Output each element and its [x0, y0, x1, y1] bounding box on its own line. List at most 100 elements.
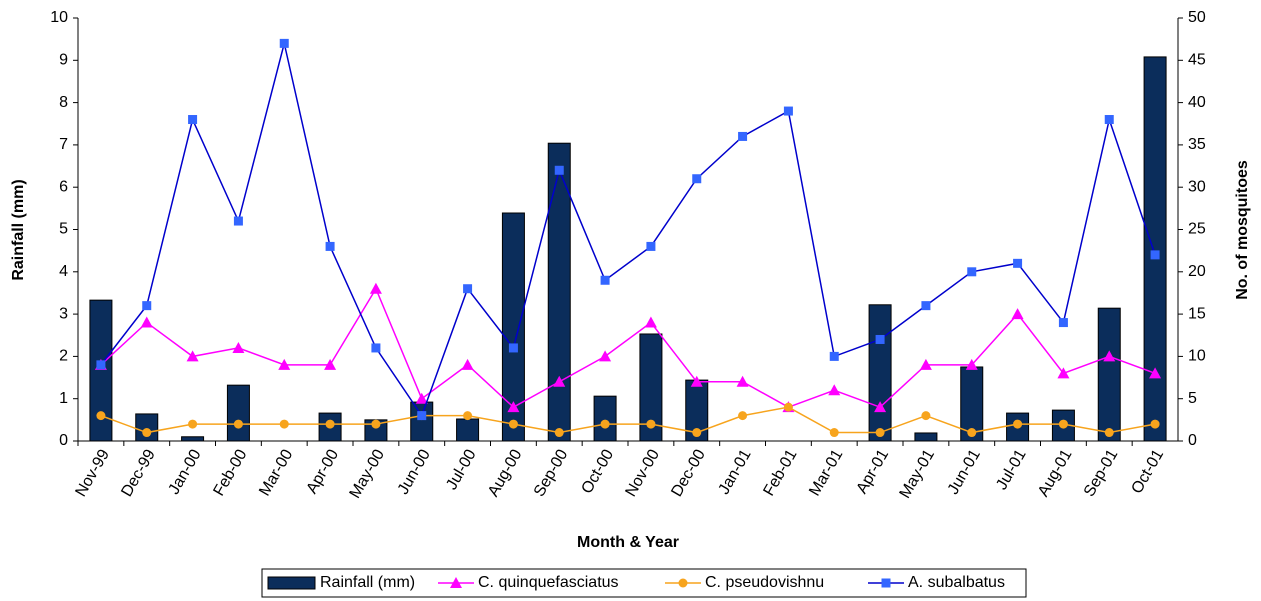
marker: [325, 241, 335, 251]
marker: [1150, 250, 1160, 260]
line: [100, 406, 1156, 434]
y-tick-label: 5: [59, 221, 68, 238]
legend-label: Rainfall (mm): [320, 574, 415, 591]
marker: [646, 241, 656, 251]
marker: [417, 411, 427, 421]
legend-label: C. pseudovishnu: [705, 574, 824, 591]
y-tick-label: 6: [59, 178, 68, 195]
y-tick-label: 4: [59, 263, 68, 280]
x-tick-label: Nov-99: [73, 447, 114, 500]
marker: [142, 301, 152, 311]
x-tick-label: Sep-01: [1081, 447, 1122, 500]
marker: [415, 392, 428, 404]
marker: [507, 401, 520, 413]
y2-tick-label: 45: [1188, 52, 1206, 69]
x-tick-label: Apr-01: [853, 447, 892, 497]
x-tick-label: Mar-01: [806, 447, 846, 499]
marker: [967, 267, 977, 277]
marker: [690, 375, 703, 387]
x-tick-label: Oct-01: [1128, 447, 1167, 497]
marker: [644, 316, 657, 328]
marker: [1011, 308, 1024, 320]
bar: [410, 401, 434, 442]
marker: [1150, 419, 1160, 429]
marker: [554, 165, 564, 175]
marker: [188, 115, 198, 125]
line: [100, 287, 1156, 409]
y2-tick-label: 50: [1188, 9, 1206, 26]
x-tick-label: Aug-00: [485, 447, 526, 500]
bar: [593, 395, 617, 442]
x-tick-label: Feb-01: [760, 447, 800, 499]
marker: [369, 282, 382, 294]
x-tick-label: Jun-00: [395, 447, 434, 498]
x-tick-label: Jan-01: [716, 447, 755, 498]
marker: [325, 419, 335, 429]
marker: [1103, 350, 1116, 362]
marker: [921, 301, 931, 311]
marker: [96, 360, 106, 370]
marker: [829, 351, 839, 361]
marker: [1013, 419, 1023, 429]
marker: [646, 419, 656, 429]
bar: [1143, 56, 1167, 442]
marker: [279, 38, 289, 48]
bar: [1097, 307, 1121, 442]
marker: [371, 343, 381, 353]
bar: [226, 384, 250, 442]
marker: [875, 428, 885, 438]
y2-tick-label: 15: [1188, 305, 1206, 322]
marker: [1149, 367, 1162, 379]
y-tick-label: 7: [59, 136, 68, 153]
marker: [140, 316, 153, 328]
marker: [599, 350, 612, 362]
y2-tick-label: 30: [1188, 178, 1206, 195]
marker: [828, 384, 841, 396]
y-tick-label: 8: [59, 94, 68, 111]
marker: [1104, 115, 1114, 125]
bar: [135, 413, 159, 442]
marker: [600, 275, 610, 285]
marker: [508, 419, 518, 429]
x-tick-label: Jun-01: [945, 447, 984, 498]
marker: [232, 341, 245, 353]
marker: [736, 375, 749, 387]
y-tick-label: 10: [50, 9, 68, 26]
marker: [919, 358, 932, 370]
marker: [554, 428, 564, 438]
marker: [965, 358, 978, 370]
marker: [233, 216, 243, 226]
y-tick-label: 2: [59, 348, 68, 365]
x-axis-title: Month & Year: [577, 534, 679, 551]
marker: [783, 402, 793, 412]
bar: [89, 299, 113, 442]
marker: [279, 419, 289, 429]
bar: [456, 418, 480, 442]
y2-axis-title: No. of mosquitoes: [1234, 160, 1251, 300]
bar: [501, 212, 525, 442]
y-tick-label: 3: [59, 305, 68, 322]
marker: [829, 428, 839, 438]
y2-tick-label: 5: [1188, 390, 1197, 407]
marker: [461, 358, 474, 370]
x-tick-label: Apr-00: [303, 447, 342, 497]
marker: [233, 419, 243, 429]
x-tick-label: May-00: [347, 447, 388, 502]
line: [100, 43, 1156, 418]
x-tick-label: Jul-00: [443, 447, 480, 493]
y-axis-title: Rainfall (mm): [10, 179, 27, 280]
x-tick-label: Jan-00: [166, 447, 205, 498]
marker: [692, 428, 702, 438]
x-tick-label: Aug-01: [1035, 447, 1076, 500]
x-tick-label: May-01: [897, 447, 938, 502]
bar: [914, 432, 938, 442]
marker: [1058, 318, 1068, 328]
x-tick-label: Sep-00: [531, 447, 572, 500]
marker: [1104, 428, 1114, 438]
marker: [600, 419, 610, 429]
marker: [278, 358, 291, 370]
x-tick-label: Feb-00: [210, 447, 250, 499]
marker: [186, 350, 199, 362]
marker: [96, 411, 106, 421]
marker: [875, 334, 885, 344]
